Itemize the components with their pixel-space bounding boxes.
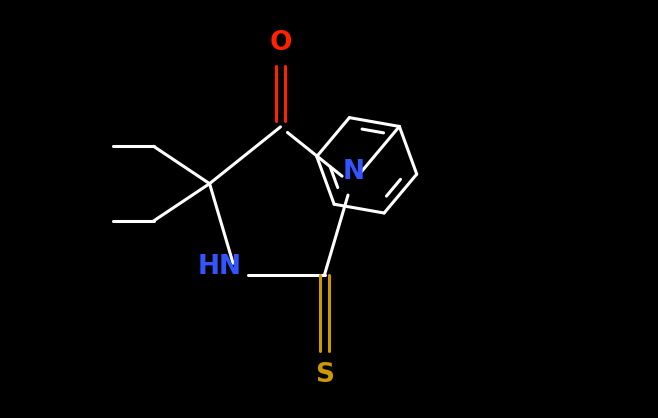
Text: N: N (343, 159, 365, 186)
Text: S: S (315, 362, 334, 388)
Text: HN: HN (198, 254, 242, 280)
Text: O: O (269, 30, 291, 56)
